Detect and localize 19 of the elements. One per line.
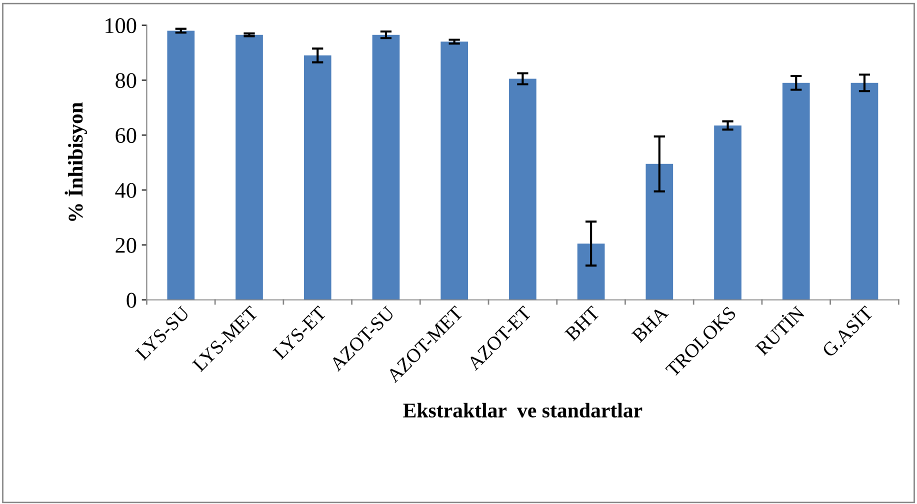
bar <box>646 164 674 300</box>
bar <box>577 244 605 300</box>
y-tick-label: 0 <box>126 292 136 308</box>
bar <box>236 34 263 300</box>
bar <box>714 125 742 300</box>
bar <box>167 30 195 300</box>
bar <box>304 55 332 300</box>
x-axis-title: Ekstraktlar ve standartlar <box>403 402 642 418</box>
bar <box>372 34 400 300</box>
y-tick-label: 80 <box>116 73 136 88</box>
bar <box>440 42 468 300</box>
y-axis-title: % İnhibisyon <box>64 102 87 221</box>
bar <box>782 82 810 300</box>
y-tick-label: 60 <box>116 128 136 143</box>
y-tick-label: 40 <box>115 182 136 198</box>
y-tick-label: 20 <box>116 238 136 253</box>
y-tick-label: 100 <box>106 18 136 34</box>
bar <box>850 82 878 300</box>
bar <box>509 78 536 300</box>
